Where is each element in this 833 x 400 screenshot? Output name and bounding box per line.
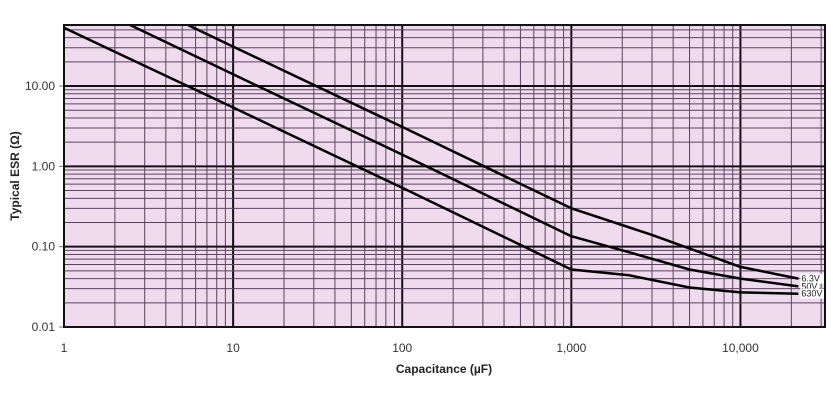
series-label: 6.3V [801,274,820,284]
tick-labels: 1 10 100 1,000 10,000 10.00 1.00 0.10 0.01 [25,79,759,355]
y-tick-label: 1.00 [32,159,56,173]
x-tick-label: 10 [226,341,240,355]
plot-frame [63,24,826,328]
x-axis-label: Capacitance (µF) [396,362,492,376]
series-label-bg [800,281,820,292]
series-label: 630V [801,289,822,299]
series-line-6.3V [187,23,799,280]
series-label: 50V [801,281,817,291]
x-tick-label: 1 [61,341,68,355]
series-label-bg [800,273,825,284]
y-tick-label: 0.01 [32,320,56,334]
series-line-630V [63,26,799,295]
x-tick-label: 1,000 [556,341,586,355]
y-tick-label: 0.10 [32,240,56,254]
series-line-50V [129,23,799,288]
series-label-bg [800,288,825,299]
x-tick-label: 100 [392,341,412,355]
y-axis-label: Typical ESR (Ω) [8,131,22,220]
y-tick-label: 10.00 [25,79,55,93]
x-tick-label: 10,000 [722,341,759,355]
